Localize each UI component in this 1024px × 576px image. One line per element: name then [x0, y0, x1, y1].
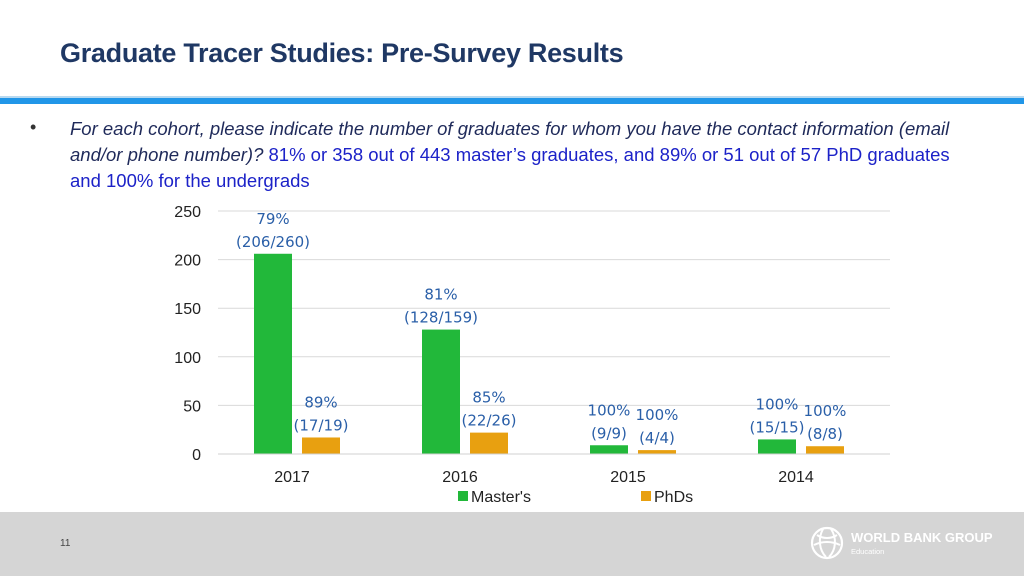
masters-bar-2016 — [422, 329, 460, 454]
bullet-answer: 81% or 358 out of 443 master’s graduates… — [70, 144, 950, 191]
legend-label: Master's — [471, 489, 531, 506]
brand-subtitle: Education — [851, 547, 885, 556]
x-tick-label: 2017 — [274, 469, 310, 486]
bullet-question: For each cohort, please indicate the num… — [70, 118, 950, 165]
x-tick-label: 2015 — [610, 469, 646, 486]
masters-bar-2014 — [758, 439, 796, 454]
data-label: (8/8) — [807, 425, 843, 443]
data-label: (4/4) — [639, 429, 675, 447]
data-label: 100% — [804, 402, 847, 420]
data-label: (15/15) — [750, 418, 805, 436]
bullet-text: For each cohort, please indicate the num… — [70, 116, 950, 194]
data-label: 81% — [424, 286, 457, 304]
data-label: (128/159) — [404, 309, 478, 327]
masters-bar-2015 — [590, 445, 628, 454]
data-label: 89% — [304, 393, 337, 411]
y-tick-label: 150 — [174, 301, 201, 318]
bullet-marker: • — [30, 117, 37, 137]
phds-bar-2015 — [638, 450, 676, 454]
legend-swatch — [641, 491, 651, 501]
brand-name: WORLD BANK GROUP — [851, 530, 993, 545]
data-label: 100% — [588, 401, 631, 419]
header-rule — [0, 98, 1024, 104]
y-tick-label: 50 — [183, 398, 201, 415]
chart-axis: 0 50 100 150 200 250 2017 2016 2015 2014 — [174, 204, 890, 486]
data-label: 100% — [636, 406, 679, 424]
globe-icon — [810, 526, 844, 560]
masters-bar-2017 — [254, 253, 292, 454]
y-tick-label: 200 — [174, 253, 201, 270]
y-tick-label: 0 — [192, 447, 201, 464]
y-tick-label: 250 — [174, 204, 201, 221]
x-tick-label: 2016 — [442, 469, 478, 486]
data-label: (22/26) — [462, 412, 517, 430]
chart-bars — [254, 253, 844, 454]
x-tick-label: 2014 — [778, 469, 814, 486]
phds-bar-2016 — [470, 432, 508, 454]
data-label: 79% — [256, 210, 289, 228]
data-label: (17/19) — [294, 416, 349, 434]
slide-title: Graduate Tracer Studies: Pre-Survey Resu… — [60, 38, 624, 68]
chart-data-labels: 79% (206/260) 89% (17/19) 81% (128/159) 85% (22… — [236, 210, 846, 447]
footer-bar — [0, 512, 1024, 576]
page-number: 11 — [60, 538, 71, 549]
phds-bar-2014 — [806, 446, 844, 454]
data-label: (9/9) — [591, 424, 627, 442]
legend-label: PhDs — [654, 489, 693, 506]
data-label: 85% — [472, 389, 505, 407]
y-tick-label: 100 — [174, 350, 201, 367]
phds-bar-2017 — [302, 437, 340, 454]
data-label: (206/260) — [236, 233, 310, 251]
chart-legend: Master's PhDs — [458, 489, 693, 506]
legend-swatch — [458, 491, 468, 501]
data-label: 100% — [756, 395, 799, 413]
